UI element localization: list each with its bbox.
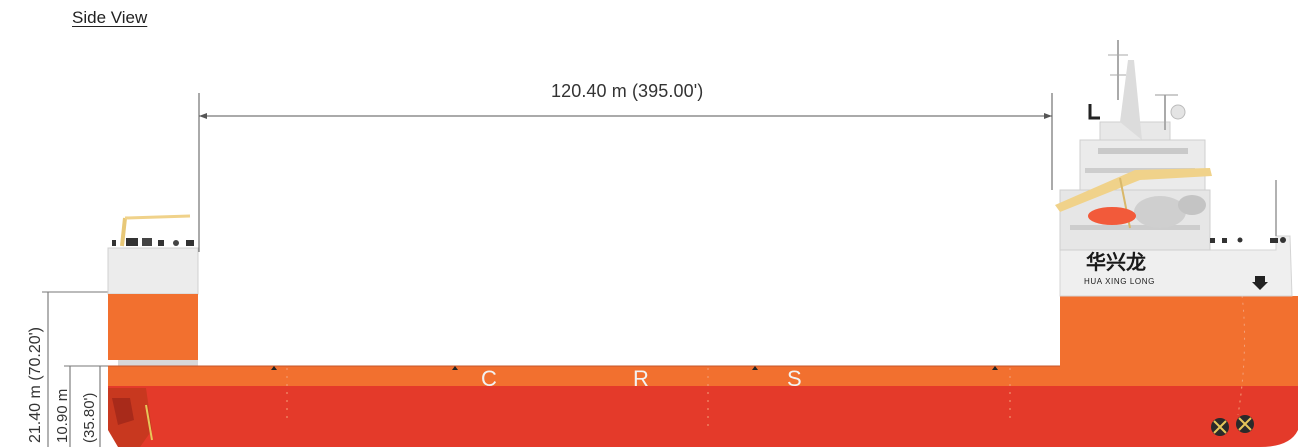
ship-name-english: HUA XING LONG — [1084, 277, 1155, 286]
depth-overall-label: 21.40 m (70.20') — [27, 326, 44, 443]
hull-letter-r: R — [633, 366, 649, 391]
deck-depth-imperial-label: (35.80') — [81, 392, 98, 443]
main-hull — [108, 281, 1298, 447]
hull-letter-s: S — [787, 366, 802, 391]
stern-structure — [107, 214, 199, 368]
hull-letter-c: C — [481, 366, 497, 391]
deck-length-dimension — [198, 93, 1053, 252]
depth-dimension-lines — [42, 291, 108, 447]
deck-depth-metric-label: 10.90 m — [54, 388, 71, 443]
deck-length-label: 120.40 m (395.00') — [551, 81, 704, 101]
bow-superstructure — [1055, 40, 1293, 436]
ship-name-chinese: 华兴龙 — [1086, 250, 1146, 274]
view-title: Side View — [72, 8, 148, 27]
